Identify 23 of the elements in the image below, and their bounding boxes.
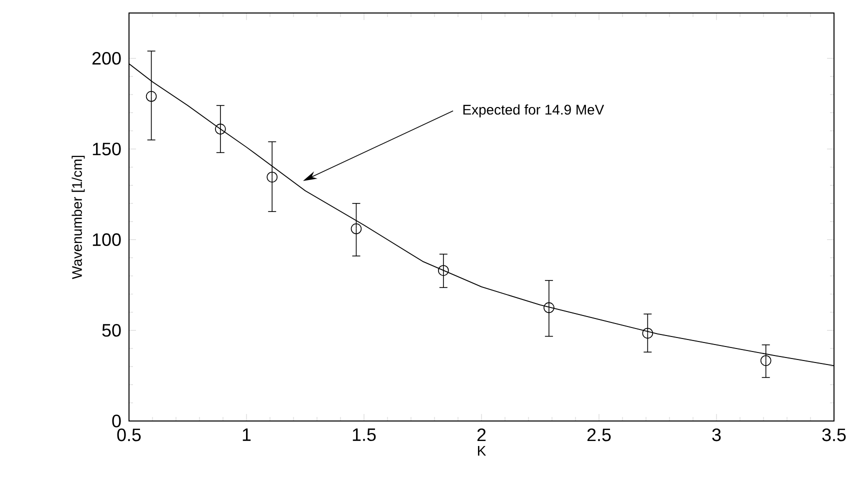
annotation: Expected for 14.9 MeV [463, 104, 604, 118]
x-tick-label: 1.5 [352, 428, 376, 442]
y-tick-label: 50 [102, 324, 121, 337]
point [215, 124, 226, 134]
x-tick-label: 3.5 [822, 428, 846, 442]
point [438, 265, 449, 276]
point [266, 172, 278, 183]
x-tick-label: 2.5 [587, 428, 611, 442]
point [544, 302, 554, 314]
x-tick-label: 2 [477, 428, 486, 442]
y-tick-label: 200 [92, 52, 121, 65]
y-tick-label: 100 [92, 233, 121, 246]
y-tick-label: 150 [92, 142, 121, 156]
point [350, 223, 362, 234]
x-tick-label: 0.5 [117, 428, 141, 442]
point [642, 328, 654, 339]
y-axis-title: Wavenumber [1/cm] [72, 156, 85, 280]
x-tick-label: 1 [242, 428, 251, 441]
point [146, 91, 157, 102]
x-tick-label: 3 [712, 428, 721, 442]
x-axis-title: K [478, 446, 486, 456]
point [760, 355, 772, 366]
y-tick-label: 0 [112, 414, 121, 428]
